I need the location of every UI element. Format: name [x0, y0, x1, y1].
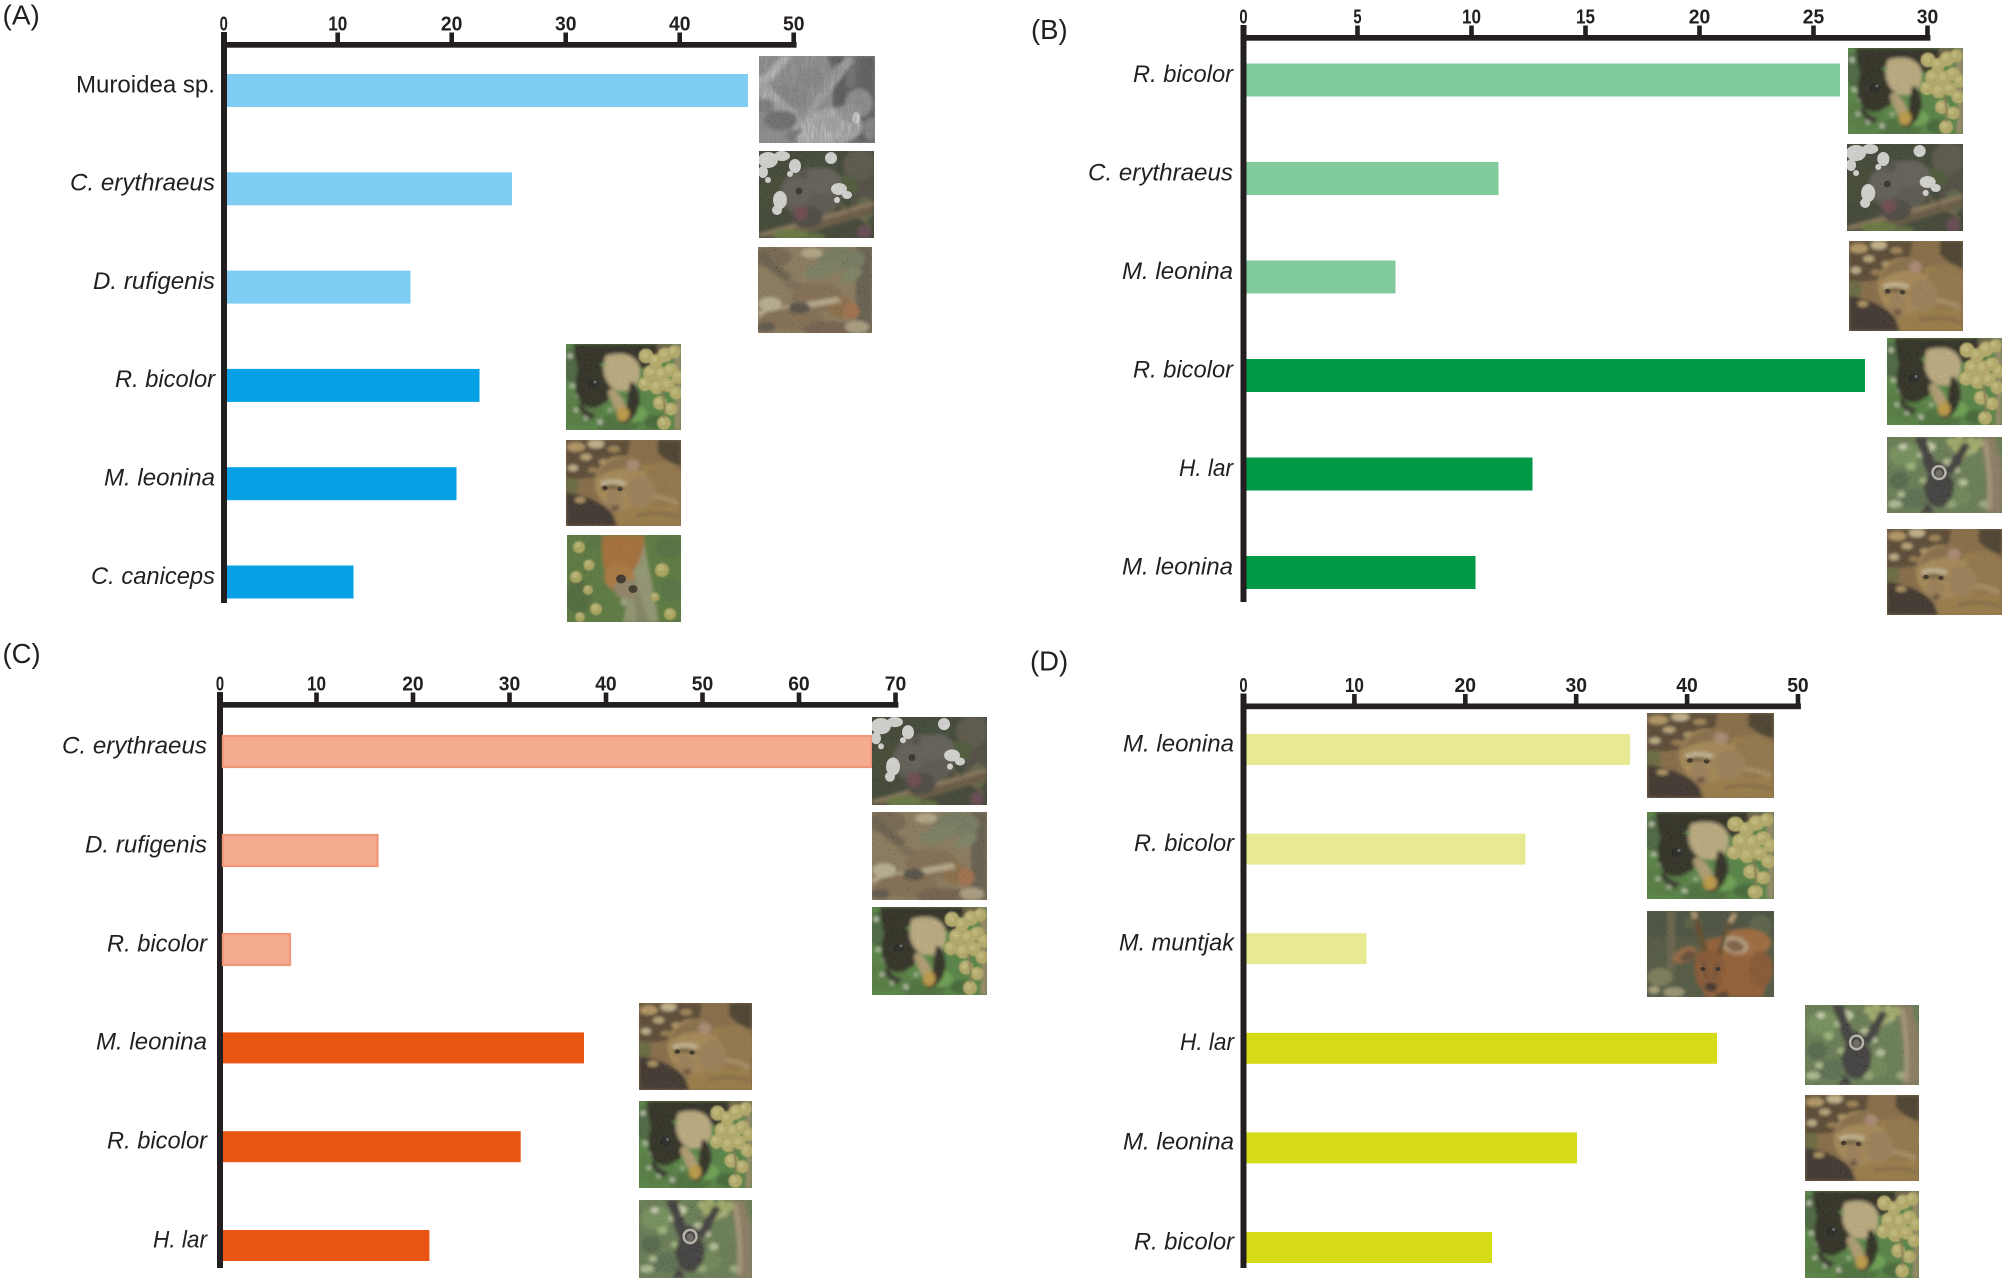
svg-text:20: 20: [1689, 7, 1711, 29]
svg-text:M. leonina: M. leonina: [1123, 730, 1234, 757]
svg-text:30: 30: [555, 14, 577, 36]
svg-text:5: 5: [1353, 7, 1361, 29]
svg-text:20: 20: [441, 14, 463, 36]
svg-text:C. erythraeus: C. erythraeus: [62, 732, 207, 759]
svg-text:H. lar: H. lar: [1179, 455, 1234, 482]
svg-text:10: 10: [307, 674, 326, 696]
svg-text:R. bicolor: R. bicolor: [115, 366, 216, 393]
svg-text:D. rufigenis: D. rufigenis: [85, 831, 207, 858]
svg-text:C. caniceps: C. caniceps: [91, 563, 215, 590]
svg-text:15: 15: [1576, 7, 1595, 29]
svg-text:60: 60: [788, 674, 810, 696]
svg-text:(D): (D): [1030, 646, 1068, 677]
svg-text:R. bicolor: R. bicolor: [1133, 61, 1234, 88]
svg-text:M. leonina: M. leonina: [1122, 553, 1233, 580]
svg-text:10: 10: [1462, 7, 1481, 29]
svg-text:25: 25: [1803, 7, 1825, 29]
svg-text:20: 20: [402, 674, 424, 696]
svg-text:R. bicolor: R. bicolor: [107, 1128, 208, 1155]
svg-text:C. erythraeus: C. erythraeus: [70, 170, 215, 197]
svg-text:40: 40: [669, 14, 691, 36]
svg-text:M. muntjak: M. muntjak: [1119, 930, 1236, 957]
svg-text:R. bicolor: R. bicolor: [107, 930, 208, 957]
svg-text:H. lar: H. lar: [1180, 1029, 1235, 1056]
svg-text:30: 30: [1917, 7, 1939, 29]
svg-text:M. leonina: M. leonina: [1123, 1129, 1234, 1156]
svg-text:20: 20: [1455, 675, 1477, 697]
svg-text:(B): (B): [1031, 14, 1068, 45]
svg-text:0: 0: [216, 674, 224, 696]
svg-text:40: 40: [1676, 675, 1698, 697]
svg-text:50: 50: [1787, 675, 1809, 697]
svg-text:(A): (A): [3, 0, 40, 31]
svg-text:10: 10: [328, 14, 347, 36]
svg-text:Muroidea sp.: Muroidea sp.: [76, 71, 215, 98]
svg-text:0: 0: [220, 14, 228, 36]
svg-text:50: 50: [692, 674, 714, 696]
svg-text:R. bicolor: R. bicolor: [1133, 356, 1234, 383]
svg-text:D. rufigenis: D. rufigenis: [93, 268, 215, 295]
svg-text:C. erythraeus: C. erythraeus: [1088, 159, 1233, 186]
svg-text:R. bicolor: R. bicolor: [1134, 830, 1235, 857]
svg-text:0: 0: [1239, 7, 1247, 29]
svg-text:70: 70: [885, 674, 907, 696]
svg-text:40: 40: [595, 674, 617, 696]
svg-text:50: 50: [783, 14, 805, 36]
svg-text:M. leonina: M. leonina: [1122, 258, 1233, 285]
svg-text:M. leonina: M. leonina: [96, 1029, 207, 1056]
svg-text:0: 0: [1239, 675, 1247, 697]
svg-text:R. bicolor: R. bicolor: [1134, 1228, 1235, 1255]
svg-text:30: 30: [1566, 675, 1588, 697]
svg-text:M. leonina: M. leonina: [104, 465, 215, 492]
svg-text:10: 10: [1345, 675, 1364, 697]
svg-text:30: 30: [499, 674, 521, 696]
svg-text:H. lar: H. lar: [153, 1226, 208, 1253]
svg-text:(C): (C): [3, 638, 41, 669]
